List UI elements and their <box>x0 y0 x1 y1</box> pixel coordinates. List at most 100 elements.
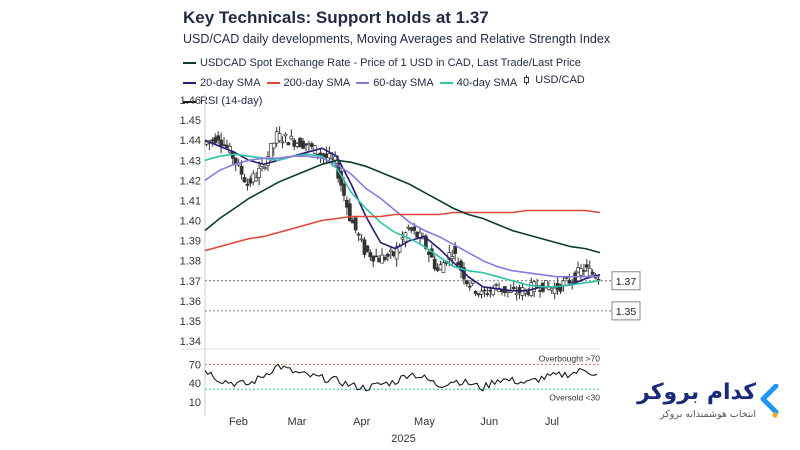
y-tick-label: 1.37 <box>180 276 201 288</box>
candle-body <box>345 199 349 208</box>
candle-body <box>307 142 311 146</box>
candle-body <box>219 139 223 146</box>
legend-item: USD/CAD <box>523 72 585 89</box>
legend-item: USDCAD Spot Exchange Rate - Price of 1 U… <box>183 55 581 72</box>
legend-label: 200-day SMA <box>283 76 351 89</box>
y-tick-label: 1.46 <box>180 95 201 107</box>
legend-item: 20-day SMA <box>183 75 261 92</box>
x-tick-label: May <box>414 416 435 428</box>
candle-body <box>239 165 244 175</box>
candle-body <box>383 257 387 261</box>
candle-body <box>394 246 399 260</box>
y-tick-label: 1.42 <box>180 175 201 187</box>
rsi-tick-label: 10 <box>189 397 201 409</box>
series-line <box>204 155 600 278</box>
candle-body <box>441 262 446 274</box>
legend-label: 40-day SMA <box>456 76 518 89</box>
reference-label: 1.35 <box>616 306 637 318</box>
series-line <box>204 153 601 288</box>
rsi-reference-label: Oversold <30 <box>549 392 600 402</box>
candle-body <box>225 144 229 148</box>
candle-body <box>365 245 370 252</box>
x-axis: Feb Mar Apr May Jun Jul 2025 <box>229 416 559 445</box>
y-tick-label: 1.43 <box>180 155 201 167</box>
candle-body <box>277 133 282 142</box>
legend-swatch <box>183 62 196 64</box>
candle-body <box>409 227 414 231</box>
candle-body <box>418 232 422 238</box>
candle-body <box>476 293 481 296</box>
candle-body <box>491 288 496 296</box>
candle-body <box>380 254 384 264</box>
x-tick-label: Jul <box>545 416 559 428</box>
x-tick-label: Apr <box>353 416 370 428</box>
candle-body <box>488 289 493 292</box>
rsi-tick-label: 70 <box>189 359 201 371</box>
price-panel: 1.46 1.45 1.44 1.43 1.42 1.41 1.40 1.39 1.38 1.37… <box>180 94 641 416</box>
candle-body <box>280 141 285 144</box>
candle-body <box>432 258 437 270</box>
candle-body <box>450 256 455 260</box>
candle-body <box>552 287 557 295</box>
candle-body <box>222 144 226 147</box>
candle-body <box>295 143 300 147</box>
legend-swatch <box>183 82 196 84</box>
candle-body <box>576 267 580 273</box>
brand-name: کدام بروکر <box>637 380 756 405</box>
candle-body <box>465 280 469 285</box>
candle-body <box>473 291 478 294</box>
legend-swatch <box>266 82 280 84</box>
legend-item: 200-day SMA <box>266 75 351 92</box>
candle-body <box>377 257 381 263</box>
rsi-tick-label: 40 <box>189 378 201 390</box>
candle-body <box>406 226 411 229</box>
legend-label: USDCAD Spot Exchange Rate - Price of 1 U… <box>200 56 581 69</box>
brand-mark-icon <box>760 384 779 418</box>
legend-item: RSI (14-day) <box>183 93 262 110</box>
legend-item: 60-day SMA <box>356 75 434 92</box>
rsi-reference-label: Overbought >70 <box>539 353 600 363</box>
legend-swatch <box>439 82 453 84</box>
candle-body <box>511 286 516 290</box>
candle-body <box>359 238 364 241</box>
candle-body <box>388 249 393 252</box>
legend-label: 60-day SMA <box>373 76 434 89</box>
reference-label-box <box>611 271 641 291</box>
candle-body <box>213 137 218 144</box>
candle-body <box>438 264 443 271</box>
candle-body <box>567 279 572 284</box>
candle-body <box>286 142 291 146</box>
candle-body <box>479 290 484 295</box>
candle-body <box>342 183 346 196</box>
x-tick-label: Mar <box>287 416 306 428</box>
candle-body <box>204 141 209 145</box>
candle-body <box>485 293 490 295</box>
candle-body <box>544 280 548 289</box>
candle-body <box>549 287 554 291</box>
candle-body <box>289 135 294 140</box>
candle-body <box>330 157 335 160</box>
candle-body <box>242 177 247 183</box>
candle-body <box>470 280 475 284</box>
candle-body <box>327 153 332 159</box>
candle-body <box>304 143 308 146</box>
legend-swatch <box>356 82 370 84</box>
candle-body <box>561 280 566 286</box>
candle-body <box>292 139 297 147</box>
reference-label-box <box>611 301 641 321</box>
candle-body <box>412 226 417 231</box>
candle-body <box>494 284 498 286</box>
candle-body <box>350 219 355 224</box>
candle-body <box>400 237 405 240</box>
legend-label: 20-day SMA <box>200 76 261 89</box>
candle-body <box>362 239 367 255</box>
candle-body <box>456 262 460 266</box>
candle-body <box>570 281 575 283</box>
candle-body <box>582 270 586 272</box>
x-year-label: 2025 <box>391 433 415 445</box>
candle-body <box>386 253 390 257</box>
candle-body <box>371 255 376 262</box>
legend-swatch <box>183 100 196 103</box>
x-tick-label: Feb <box>229 416 248 428</box>
candlestick-icon <box>523 75 531 85</box>
